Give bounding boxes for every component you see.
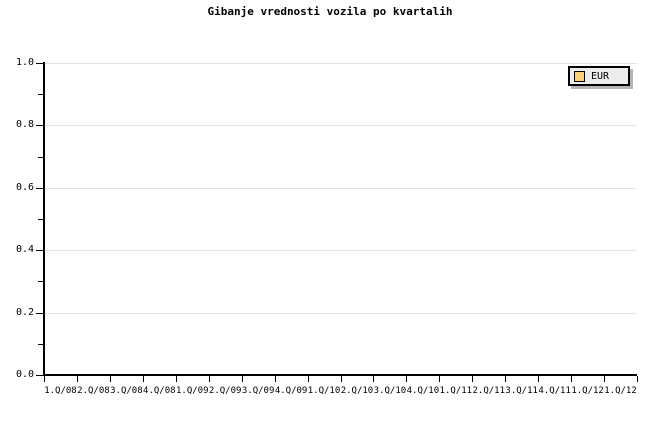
y-tick-label: 1.0: [15, 57, 34, 68]
x-tick-label: 2.Q/08: [77, 386, 110, 396]
y-tick-minor: [38, 156, 44, 158]
gridline-y: [44, 250, 637, 252]
x-tick: [538, 376, 539, 382]
x-tick: [209, 376, 210, 382]
gridline-y: [44, 125, 637, 127]
x-tick-label: 3.Q/08: [110, 386, 143, 396]
chart-title: Gibanje vrednosti vozila po kvartalih: [207, 5, 453, 18]
y-axis-line: [43, 62, 45, 376]
y-tick-major: [36, 187, 44, 189]
x-tick: [637, 376, 638, 382]
x-tick-label: 2.Q/09: [208, 386, 242, 396]
y-tick-label: 0.6: [15, 181, 34, 193]
y-tick-minor: [38, 343, 44, 345]
y-tick-major: [36, 375, 44, 376]
x-tick-label: 1.Q/10: [307, 386, 341, 396]
y-tick-major: [36, 125, 44, 127]
x-tick-label: 1.Q/09: [175, 386, 209, 396]
x-tick-label: 3.Q/09: [241, 386, 275, 396]
legend-swatch-eur: [574, 70, 585, 82]
x-tick: [176, 376, 177, 382]
legend-label-eur: EUR: [591, 70, 610, 82]
x-tick: [439, 376, 440, 382]
x-tick: [77, 376, 78, 382]
x-tick: [341, 376, 342, 382]
y-tick-major: [36, 250, 44, 252]
y-tick-label: 0.0: [15, 369, 34, 380]
x-tick-label: 2.Q/10: [340, 386, 374, 396]
y-tick-major: [36, 312, 44, 314]
x-tick: [505, 376, 506, 382]
y-tick-minor: [38, 281, 44, 283]
x-tick-label: 4.Q/10: [406, 386, 440, 396]
y-tick-minor: [38, 94, 44, 96]
x-tick: [373, 376, 374, 382]
x-tick-label: 3.Q/10: [373, 386, 407, 396]
x-axis-line: [43, 374, 637, 376]
y-tick-label: 0.2: [15, 306, 34, 318]
x-tick-label: 4.Q/08: [143, 386, 176, 396]
x-tick: [44, 376, 45, 382]
y-tick-label: 0.8: [15, 119, 34, 131]
x-tick-label: 3.Q/11: [505, 386, 538, 396]
x-tick: [242, 376, 243, 382]
x-tick: [472, 376, 473, 382]
gridline-y: [44, 63, 637, 64]
legend[interactable]: EUR: [568, 66, 630, 86]
x-tick-label: 4.Q/09: [274, 386, 308, 396]
x-tick-label: 1.Q/12: [604, 386, 637, 396]
x-tick-label: 2.Q/11: [472, 386, 506, 396]
y-tick-label: 0.4: [15, 244, 34, 256]
x-tick-label: 1.Q/12: [571, 386, 604, 396]
y-tick-major: [36, 63, 44, 64]
x-tick: [604, 376, 605, 382]
x-tick: [571, 376, 572, 382]
x-tick: [110, 376, 111, 382]
plot-area: [44, 63, 637, 376]
x-tick-label: 1.Q/11: [439, 386, 473, 396]
x-tick-label: 4.Q/11: [538, 386, 571, 396]
x-tick: [275, 376, 276, 382]
x-tick-label: 1.Q/08: [44, 386, 77, 396]
x-tick: [406, 376, 407, 382]
gridline-y: [44, 312, 637, 314]
x-tick: [308, 376, 309, 382]
y-tick-minor: [38, 219, 44, 220]
gridline-y: [44, 187, 637, 189]
x-tick: [143, 376, 144, 382]
